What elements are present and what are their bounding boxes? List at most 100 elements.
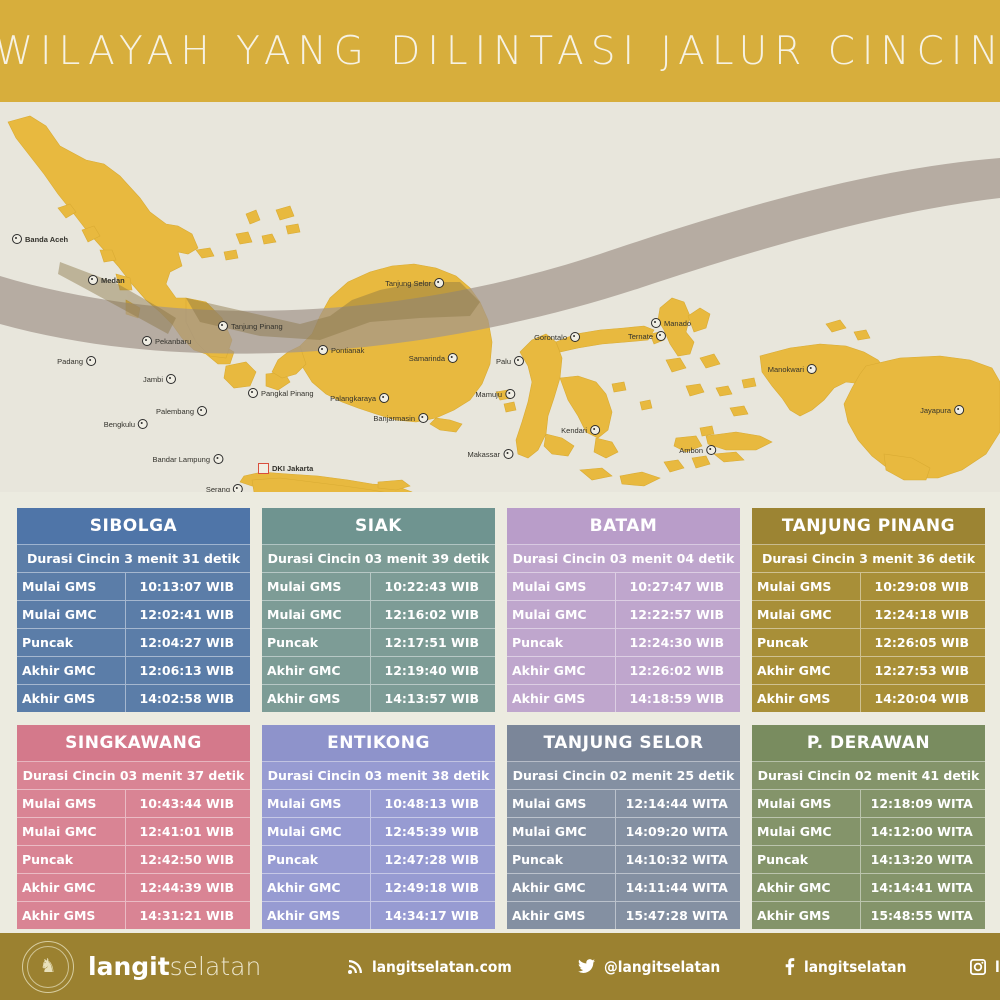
brand-logo[interactable]: ♞ langitselatan <box>22 940 261 993</box>
row-label: Mulai GMC <box>752 601 861 628</box>
seal-icon: ♞ <box>22 940 74 993</box>
map-city-label: Kendari <box>561 425 587 435</box>
row-label: Akhir GMS <box>262 902 371 929</box>
row-value: 12:17:51 WIB <box>384 635 480 650</box>
map-city-label: Jambi <box>142 374 163 384</box>
city-marker-icon <box>218 321 228 331</box>
city-marker-icon <box>197 406 207 416</box>
row-label: Mulai GMC <box>507 818 616 845</box>
table-row: Akhir GMC 12:19:40 WIB <box>262 657 495 685</box>
city-marker-icon <box>807 364 817 374</box>
map-city-marker: Palu <box>496 356 524 366</box>
row-label: Mulai GMC <box>262 601 371 628</box>
table-row: Akhir GMC 14:11:44 WITA <box>507 874 740 902</box>
card-duration: Durasi Cincin 3 menit 31 detik <box>17 545 250 573</box>
map-city-label: DKI Jakarta <box>272 464 314 473</box>
table-row: Mulai GMC 12:41:01 WIB <box>17 818 250 846</box>
row-value: 14:20:04 WIB <box>874 691 970 706</box>
title-bar: WILAYAH YANG DILINTASI JALUR CINCIN <box>0 0 1000 102</box>
table-row: Akhir GMC 12:44:39 WIB <box>17 874 250 902</box>
row-value: 14:09:20 WITA <box>625 824 728 839</box>
table-row: Akhir GMC 12:49:18 WIB <box>262 874 495 902</box>
card-title: BATAM <box>507 508 740 545</box>
card-title: TANJUNG SELOR <box>507 725 740 762</box>
row-label: Puncak <box>507 846 616 873</box>
row-label: Akhir GMS <box>262 685 371 712</box>
row-value: 12:14:44 WITA <box>625 796 728 811</box>
table-row: Mulai GMC 12:24:18 WIB <box>752 601 985 629</box>
row-label: Puncak <box>262 629 371 656</box>
row-value: 12:26:02 WIB <box>629 663 725 678</box>
table-row: Puncak 12:42:50 WIB <box>17 846 250 874</box>
city-marker-icon <box>706 445 716 455</box>
brand-wordmark: langitselatan <box>88 954 261 980</box>
row-label: Mulai GMC <box>17 818 126 845</box>
table-row: Puncak 12:17:51 WIB <box>262 629 495 657</box>
table-row: Mulai GMS 10:27:47 WIB <box>507 573 740 601</box>
table-row: Akhir GMS 14:20:04 WIB <box>752 685 985 712</box>
map-city-label: Padang <box>57 356 83 366</box>
card-duration: Durasi Cincin 02 menit 41 detik <box>752 762 985 790</box>
row-label: Akhir GMC <box>507 657 616 684</box>
map-city-marker: Jambi <box>143 374 176 384</box>
city-marker-icon <box>448 353 458 363</box>
map-city-marker: Medan <box>88 275 125 285</box>
row-value: 12:41:01 WIB <box>139 824 235 839</box>
card-title: SIBOLGA <box>17 508 250 545</box>
row-value: 12:02:41 WIB <box>139 607 235 622</box>
table-row: Akhir GMC 12:26:02 WIB <box>507 657 740 685</box>
table-row: Mulai GMC 14:12:00 WITA <box>752 818 985 846</box>
map-city-marker: Ambon <box>679 445 716 455</box>
map-city-marker: Palangkaraya <box>330 393 389 403</box>
city-marker-icon <box>434 278 444 288</box>
timing-card-singkawang: SINGKAWANG Durasi Cincin 03 menit 37 deti… <box>17 725 250 929</box>
social-link-facebook[interactable]: langitselatan <box>784 958 915 976</box>
map-city-label: Bandar Lampung <box>152 454 210 464</box>
row-value: 10:29:08 WIB <box>874 579 970 594</box>
row-value: 14:12:00 WITA <box>870 824 973 839</box>
social-handle: langitselatan.com <box>372 957 513 976</box>
row-label: Mulai GMS <box>17 573 126 600</box>
map-city-label: Tanjung Pinang <box>231 321 283 331</box>
table-row: Akhir GMS 14:13:57 WIB <box>262 685 495 712</box>
map-panel: Banda Aceh Medan Tanjung Pinang Pekanbaru Pa… <box>0 102 1000 492</box>
table-row: Puncak 14:13:20 WITA <box>752 846 985 874</box>
instagram-icon <box>969 958 986 975</box>
timing-card-tanjung-selor: TANJUNG SELOR Durasi Cincin 02 menit 25 d… <box>507 725 740 929</box>
social-links: langitselatan.com @langitselatan langitsel… <box>347 958 1000 976</box>
map-city-marker: Bengkulu <box>104 419 148 429</box>
row-value: 10:13:07 WIB <box>139 579 235 594</box>
social-link-twitter[interactable]: @langitselatan <box>578 958 730 976</box>
table-row: Akhir GMS 15:47:28 WITA <box>507 902 740 929</box>
map-city-marker: Palembang <box>156 406 207 416</box>
row-value: 14:34:17 WIB <box>384 908 480 923</box>
row-label: Mulai GMS <box>262 790 371 817</box>
row-label: Akhir GMS <box>752 902 861 929</box>
map-city-label: Banjarmasin <box>373 413 415 423</box>
table-row: Mulai GMS 10:43:44 WIB <box>17 790 250 818</box>
row-value: 14:13:20 WITA <box>870 852 973 867</box>
map-city-label: Palu <box>495 356 511 366</box>
card-duration: Durasi Cincin 3 menit 36 detik <box>752 545 985 573</box>
ring-path-band <box>0 158 1000 354</box>
map-city-label: Jayapura <box>920 405 951 415</box>
map-city-label: Medan <box>101 275 125 285</box>
indonesia-map <box>0 102 1000 492</box>
row-label: Puncak <box>752 629 861 656</box>
row-value: 12:06:13 WIB <box>139 663 235 678</box>
map-city-label: Makassar <box>467 449 500 459</box>
map-city-label: Samarinda <box>408 353 445 363</box>
card-title: P. DERAWAN <box>752 725 985 762</box>
table-row: Mulai GMC 12:16:02 WIB <box>262 601 495 629</box>
map-city-label: Manokwari <box>767 364 804 374</box>
card-duration: Durasi Cincin 02 menit 25 detik <box>507 762 740 790</box>
table-row: Mulai GMS 12:18:09 WITA <box>752 790 985 818</box>
row-value: 12:16:02 WIB <box>384 607 480 622</box>
social-link-instagram[interactable]: langitselatanmedia <box>969 958 1000 976</box>
map-city-label: Palembang <box>156 406 194 416</box>
table-row: Puncak 12:47:28 WIB <box>262 846 495 874</box>
row-label: Mulai GMS <box>507 573 616 600</box>
row-value: 14:14:41 WITA <box>870 880 973 895</box>
social-link-rss[interactable]: langitselatan.com <box>347 958 524 976</box>
table-row: Mulai GMS 10:13:07 WIB <box>17 573 250 601</box>
